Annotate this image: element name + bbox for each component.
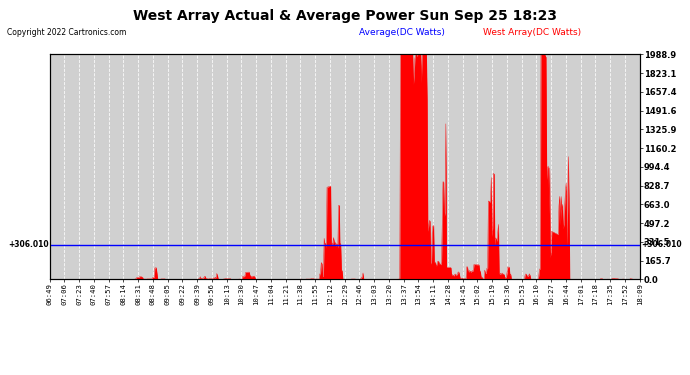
Text: +306.010: +306.010 [641, 240, 682, 249]
Text: +306.010: +306.010 [8, 240, 48, 249]
Text: Copyright 2022 Cartronics.com: Copyright 2022 Cartronics.com [7, 28, 126, 37]
Text: West Array(DC Watts): West Array(DC Watts) [483, 28, 581, 37]
Text: West Array Actual & Average Power Sun Sep 25 18:23: West Array Actual & Average Power Sun Se… [133, 9, 557, 23]
Text: Average(DC Watts): Average(DC Watts) [359, 28, 444, 37]
